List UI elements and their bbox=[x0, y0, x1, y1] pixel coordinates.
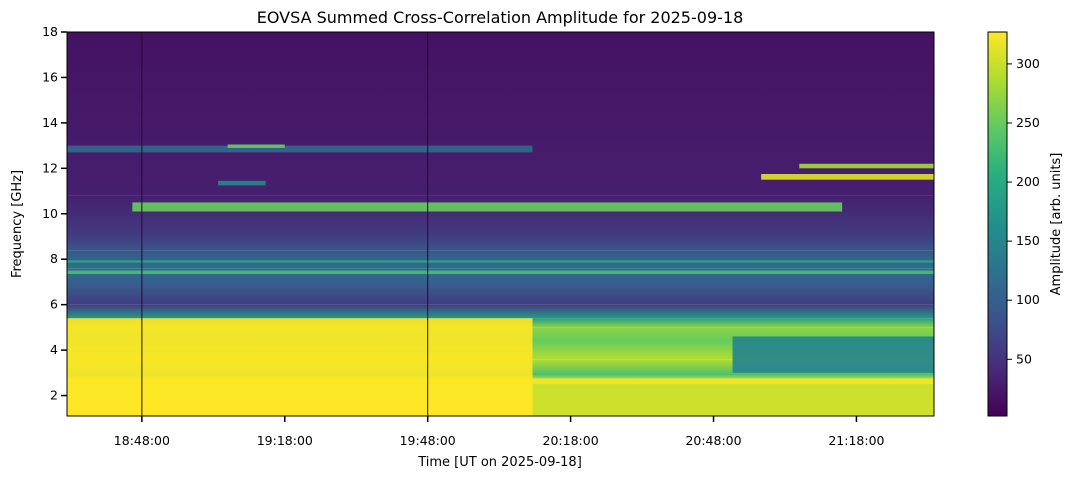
baseline-band bbox=[67, 32, 934, 196]
spectral-feature bbox=[732, 336, 934, 373]
spectral-feature bbox=[761, 174, 934, 180]
y-tick-label: 10 bbox=[42, 206, 58, 221]
colorbar-tick-label: 250 bbox=[1016, 115, 1040, 130]
spectral-feature bbox=[132, 202, 843, 212]
x-tick-label: 19:18:00 bbox=[257, 433, 313, 448]
spectral-feature bbox=[67, 260, 934, 263]
y-tick-label: 8 bbox=[50, 251, 58, 266]
x-tick-label: 20:48:00 bbox=[685, 433, 741, 448]
y-axis: 2 4 6 8 10 12 14 16 18 bbox=[42, 24, 67, 403]
spectral-feature bbox=[227, 144, 285, 148]
baseline-band bbox=[67, 195, 934, 237]
x-tick-label: 19:48:00 bbox=[400, 433, 456, 448]
spectral-feature bbox=[532, 384, 934, 416]
spectral-feature bbox=[799, 163, 934, 169]
x-tick-label: 21:18:00 bbox=[828, 433, 884, 448]
x-axis-label: Time [UT on 2025-09-18] bbox=[417, 455, 582, 470]
baseline-band bbox=[67, 236, 934, 251]
y-tick-label: 2 bbox=[50, 388, 58, 403]
spectral-feature bbox=[67, 318, 533, 416]
colorbar-tick-label: 150 bbox=[1016, 233, 1040, 248]
spectral-feature bbox=[67, 145, 533, 153]
colorbar-tick-label: 50 bbox=[1016, 351, 1032, 366]
x-axis: 18:48:00 19:18:00 19:48:00 20:18:00 20:48:00… bbox=[114, 416, 885, 448]
spectrogram-heatmap bbox=[67, 32, 934, 416]
baseline-band bbox=[67, 304, 934, 319]
plot-frame bbox=[66, 31, 935, 417]
spectral-feature bbox=[67, 270, 934, 274]
colorbar-axis: 50 100 150 200 250 300 bbox=[1007, 56, 1040, 366]
colorbar-tick-label: 100 bbox=[1016, 292, 1040, 307]
y-tick-label: 6 bbox=[50, 297, 58, 312]
y-tick-label: 16 bbox=[42, 69, 58, 84]
y-tick-label: 14 bbox=[42, 115, 58, 130]
y-tick-label: 12 bbox=[42, 160, 58, 175]
spectral-feature bbox=[218, 180, 266, 186]
colorbar-tick-label: 300 bbox=[1016, 56, 1040, 71]
y-axis-label: Frequency [GHz] bbox=[10, 170, 25, 278]
colorbar-tick-label: 200 bbox=[1016, 174, 1040, 189]
chart-title: EOVSA Summed Cross-Correlation Amplitude… bbox=[257, 8, 744, 27]
colorbar bbox=[987, 31, 1008, 417]
y-tick-label: 4 bbox=[50, 342, 58, 357]
x-tick-label: 18:48:00 bbox=[114, 433, 170, 448]
colorbar-label: Amplitude [arb. units] bbox=[1049, 153, 1064, 296]
y-tick-label: 18 bbox=[42, 24, 58, 39]
baseline-band bbox=[67, 250, 934, 269]
baseline-band bbox=[67, 286, 934, 305]
x-tick-label: 20:18:00 bbox=[543, 433, 599, 448]
